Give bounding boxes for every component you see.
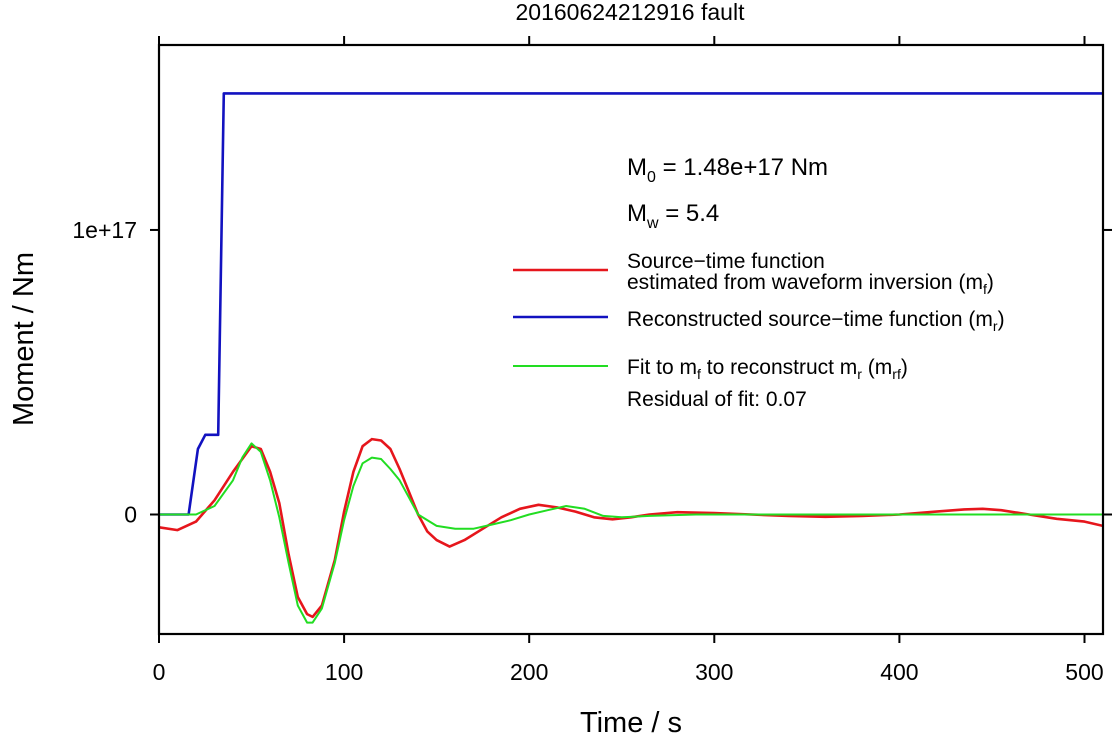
legend-fit-close: ) [901, 356, 908, 379]
legend-inversion-text: estimated from waveform inversion (m [627, 271, 983, 294]
legend-fit-subscript-2: r [857, 366, 862, 382]
legend-fit-text-b: to reconstruct m [701, 356, 857, 379]
residual-annotation: Residual of fit: 0.07 [627, 388, 807, 411]
legend: Source−time function estimated from wave… [513, 250, 1005, 411]
y-tick-label: 1e+17 [72, 217, 137, 243]
x-tick-label: 100 [325, 659, 363, 685]
m0-letter: M [627, 154, 647, 181]
m0-annotation: M0 = 1.48e+17 Nm [627, 154, 828, 186]
legend-reconstructed-text: Reconstructed source−time function (m [627, 308, 993, 331]
legend-label-inversion-line1: Source−time function [627, 250, 825, 273]
mw-letter: M [627, 200, 647, 227]
legend-label-reconstructed: Reconstructed source−time function (mr) [627, 308, 1005, 334]
chart-title: 20160624212916 fault [516, 0, 746, 25]
legend-fit-text-a: Fit to m [627, 356, 697, 379]
x-tick-label: 400 [880, 659, 918, 685]
y-tick-label: 0 [124, 501, 137, 527]
legend-reconstructed-close: ) [998, 308, 1005, 331]
legend-fit-subscript-1: f [697, 366, 701, 382]
x-tick-label: 200 [510, 659, 548, 685]
legend-fit-text-c: (m [862, 356, 892, 379]
x-tick-label: 300 [695, 659, 733, 685]
legend-inversion-subscript: f [983, 281, 987, 297]
x-tick-label: 500 [1065, 659, 1103, 685]
x-tick-label: 0 [153, 659, 166, 685]
ticks-layer: 0 100 200 300 400 500 0 1e+17 [72, 36, 1112, 685]
legend-fit-subscript-3: rf [892, 366, 901, 382]
legend-reconstructed-subscript: r [993, 318, 998, 334]
legend-inversion-close: ) [987, 271, 994, 294]
m0-value: = 1.48e+17 Nm [656, 154, 828, 181]
x-axis-label: Time / s [580, 707, 682, 736]
y-axis-label: Moment / Nm [8, 252, 40, 426]
series-inversion-line [159, 437, 1103, 619]
mw-value: = 5.4 [659, 200, 720, 227]
series-layer [159, 92, 1103, 624]
mw-subscript: w [646, 215, 659, 232]
mw-annotation: Mw = 5.4 [627, 200, 719, 232]
legend-label-inversion-line2: estimated from waveform inversion (mf) [627, 271, 994, 297]
series-fit-line [159, 442, 1103, 624]
plot-frame [157, 43, 1105, 636]
m0-subscript: 0 [647, 169, 656, 186]
legend-label-fit: Fit to mf to reconstruct mr (mrf) [627, 356, 908, 382]
